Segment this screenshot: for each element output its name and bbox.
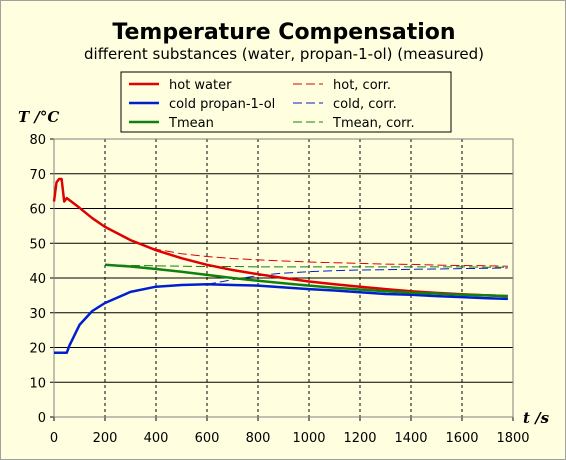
series-line-tmean-corr [104, 264, 508, 268]
x-axis-label: t /s [523, 409, 550, 427]
y-tick-label: 60 [29, 203, 46, 218]
legend-entry: Tmean [168, 116, 214, 131]
y-tick-label: 20 [29, 342, 46, 357]
legend-entry: hot, corr. [333, 78, 391, 93]
y-axis-label: T /°C [18, 108, 59, 126]
x-tick-label: 400 [144, 431, 169, 446]
y-tick-label: 40 [29, 272, 46, 287]
plot-area: 0 200 400 600 800 1000 1200 1400 1600 1800 0 10 20 30… [29, 133, 529, 446]
legend-entry: hot water [169, 78, 232, 93]
legend-entry: Tmean, corr. [332, 116, 415, 131]
legend-box [120, 71, 452, 133]
chart-title: Temperature Compensation [112, 20, 455, 45]
y-tick-label: 80 [29, 133, 46, 148]
legend-entry: cold, corr. [333, 97, 397, 112]
series-line-cold-propan-1-ol [54, 283, 508, 354]
y-tick-label: 50 [29, 237, 46, 252]
x-tick-label: 1000 [292, 431, 325, 446]
x-tick-label: 1200 [343, 431, 376, 446]
legend: hot water hot, corr. cold propan-1-ol cold,… [120, 71, 452, 133]
legend-entry: cold propan-1-ol [169, 97, 275, 112]
x-tick-label: 1400 [394, 431, 427, 446]
series-line-cold-corr [206, 267, 508, 285]
series-line-hot-water [52, 177, 508, 298]
y-tick-label: 70 [29, 168, 46, 183]
x-tick-label: 1600 [445, 431, 478, 446]
y-tick-label: 10 [29, 376, 46, 391]
x-tick-label: 600 [195, 431, 220, 446]
y-tick-label: 30 [29, 307, 46, 322]
series-line-hot-corr [104, 226, 508, 267]
x-tick-label: 800 [246, 431, 271, 446]
plot-border [53, 138, 514, 418]
y-tick-label: 0 [38, 411, 46, 426]
series-line-tmean [104, 263, 508, 298]
x-tick-label: 200 [93, 431, 118, 446]
x-tick-label: 0 [50, 431, 58, 446]
x-tick-label: 1800 [496, 431, 529, 446]
chart-subtitle: different substances (water, propan-1-ol… [84, 45, 484, 63]
